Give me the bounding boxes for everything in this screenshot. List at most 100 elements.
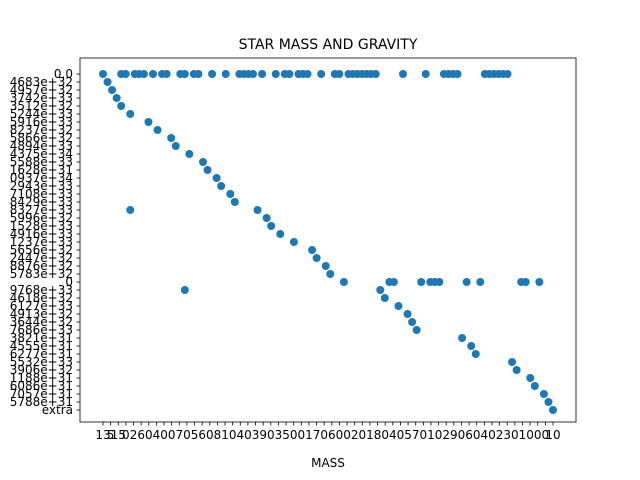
x-tick-label: 6 <box>465 428 473 442</box>
y-tick-label: 5588e+33 <box>10 155 73 169</box>
x-tick-label: 0 <box>343 428 351 442</box>
x-tick-label: 9 <box>450 428 458 442</box>
y-tick-label: 8327e+33 <box>10 203 73 217</box>
data-point <box>321 262 330 270</box>
x-tick-label: 7 <box>313 428 321 442</box>
x-tick-label: 4 <box>153 428 161 442</box>
y-tick-label: 3821e+31 <box>10 331 73 345</box>
y-tick-label: 1528e+33 <box>10 219 73 233</box>
data-point <box>217 182 226 190</box>
x-tick-label: 6 <box>137 428 145 442</box>
x-tick-label: 2 <box>351 428 359 442</box>
data-point <box>421 70 430 78</box>
x-tick-label: 3 <box>503 428 511 442</box>
y-tick-label: 7057e+31 <box>10 387 73 401</box>
data-point <box>121 70 130 78</box>
y-tick-label: 3742e+33 <box>10 91 73 105</box>
x-tick-label: 0 <box>290 428 298 442</box>
data-point <box>103 78 112 86</box>
x-tick-label: 5 <box>404 428 412 442</box>
data-point <box>539 390 548 398</box>
data-point <box>549 406 557 414</box>
x-tick-label: 0 <box>381 428 389 442</box>
data-point <box>139 70 148 78</box>
x-tick-label: 15 <box>111 428 126 442</box>
x-tick-label: 1 <box>221 428 229 442</box>
data-point <box>544 398 553 406</box>
data-point <box>262 214 271 222</box>
y-tick-label: 4916e+33 <box>10 227 73 241</box>
y-tick-label: 8237e+32 <box>10 123 73 137</box>
data-point <box>458 334 467 342</box>
y-tick-label: 1628e+31 <box>10 163 73 177</box>
data-point <box>303 70 312 78</box>
data-point <box>408 318 417 326</box>
y-tick-label: 4683e+32 <box>10 75 73 89</box>
y-tick-label: 6086e+31 <box>10 379 73 393</box>
x-tick-label: 6 <box>328 428 336 442</box>
data-point <box>185 150 194 158</box>
x-tick-label: 0 <box>122 428 130 442</box>
data-point <box>521 278 530 286</box>
x-tick-label: 0 <box>160 428 168 442</box>
x-tick-label: 1 <box>305 428 313 442</box>
x-tick-label: 8 <box>214 428 222 442</box>
x-tick-label: 5 <box>191 428 199 442</box>
x-tick-label: 13 <box>95 428 110 442</box>
y-tick-label: 3512e+32 <box>10 99 73 113</box>
data-point <box>112 94 121 102</box>
y-tick-label: 7686e+33 <box>10 323 73 337</box>
x-tick-label: 0 <box>267 428 275 442</box>
y-tick-label: 1188e+31 <box>10 371 73 385</box>
y-tick-label: 2447e+32 <box>10 251 73 265</box>
data-point <box>380 294 389 302</box>
data-point <box>108 86 117 94</box>
data-point <box>126 206 135 214</box>
y-tick-label: 5866e+32 <box>10 131 73 145</box>
data-point <box>144 118 153 126</box>
data-point <box>462 278 471 286</box>
x-axis-label: MASS <box>311 456 345 470</box>
y-tick-label: 5783e+32 <box>10 267 73 281</box>
x-tick-label: 0 <box>511 428 519 442</box>
data-point <box>117 102 126 110</box>
data-point <box>267 222 276 230</box>
data-point <box>453 70 462 78</box>
x-tick-label: 2 <box>130 428 138 442</box>
y-tick-label: 7108e+33 <box>10 187 73 201</box>
data-point <box>285 70 294 78</box>
y-tick-label: 8876e+32 <box>10 259 73 273</box>
y-tick-label: 4957e+32 <box>10 83 73 97</box>
x-tick-label: 8 <box>374 428 382 442</box>
x-tick-label: 0 <box>145 428 153 442</box>
data-point <box>199 158 207 166</box>
data-point <box>435 278 444 286</box>
x-tick-label: 0 <box>183 428 191 442</box>
data-point <box>149 70 157 78</box>
x-tick-label: 0 <box>244 428 252 442</box>
x-tick-label: 5 <box>107 428 115 442</box>
data-point <box>289 238 298 246</box>
x-tick-label: 0 <box>473 428 481 442</box>
data-point <box>335 70 344 78</box>
data-point <box>417 278 426 286</box>
x-tick-label: 0 <box>526 428 534 442</box>
data-point <box>153 126 162 134</box>
x-tick-label: 0 <box>336 428 344 442</box>
data-point <box>326 270 335 278</box>
data-point <box>203 166 212 174</box>
y-tick-label: 5532e+33 <box>10 355 73 369</box>
data-point <box>339 278 348 286</box>
x-tick-label: 7 <box>175 428 183 442</box>
data-point <box>526 374 535 382</box>
data-point <box>212 174 221 182</box>
data-point <box>371 70 380 78</box>
y-tick-label: 4618e+32 <box>10 291 73 305</box>
y-tick-label: 3906e+32 <box>10 363 73 377</box>
data-point <box>162 70 171 78</box>
x-tick-label: 0 <box>229 428 237 442</box>
x-tick-label: 3 <box>252 428 260 442</box>
data-point <box>271 70 280 78</box>
